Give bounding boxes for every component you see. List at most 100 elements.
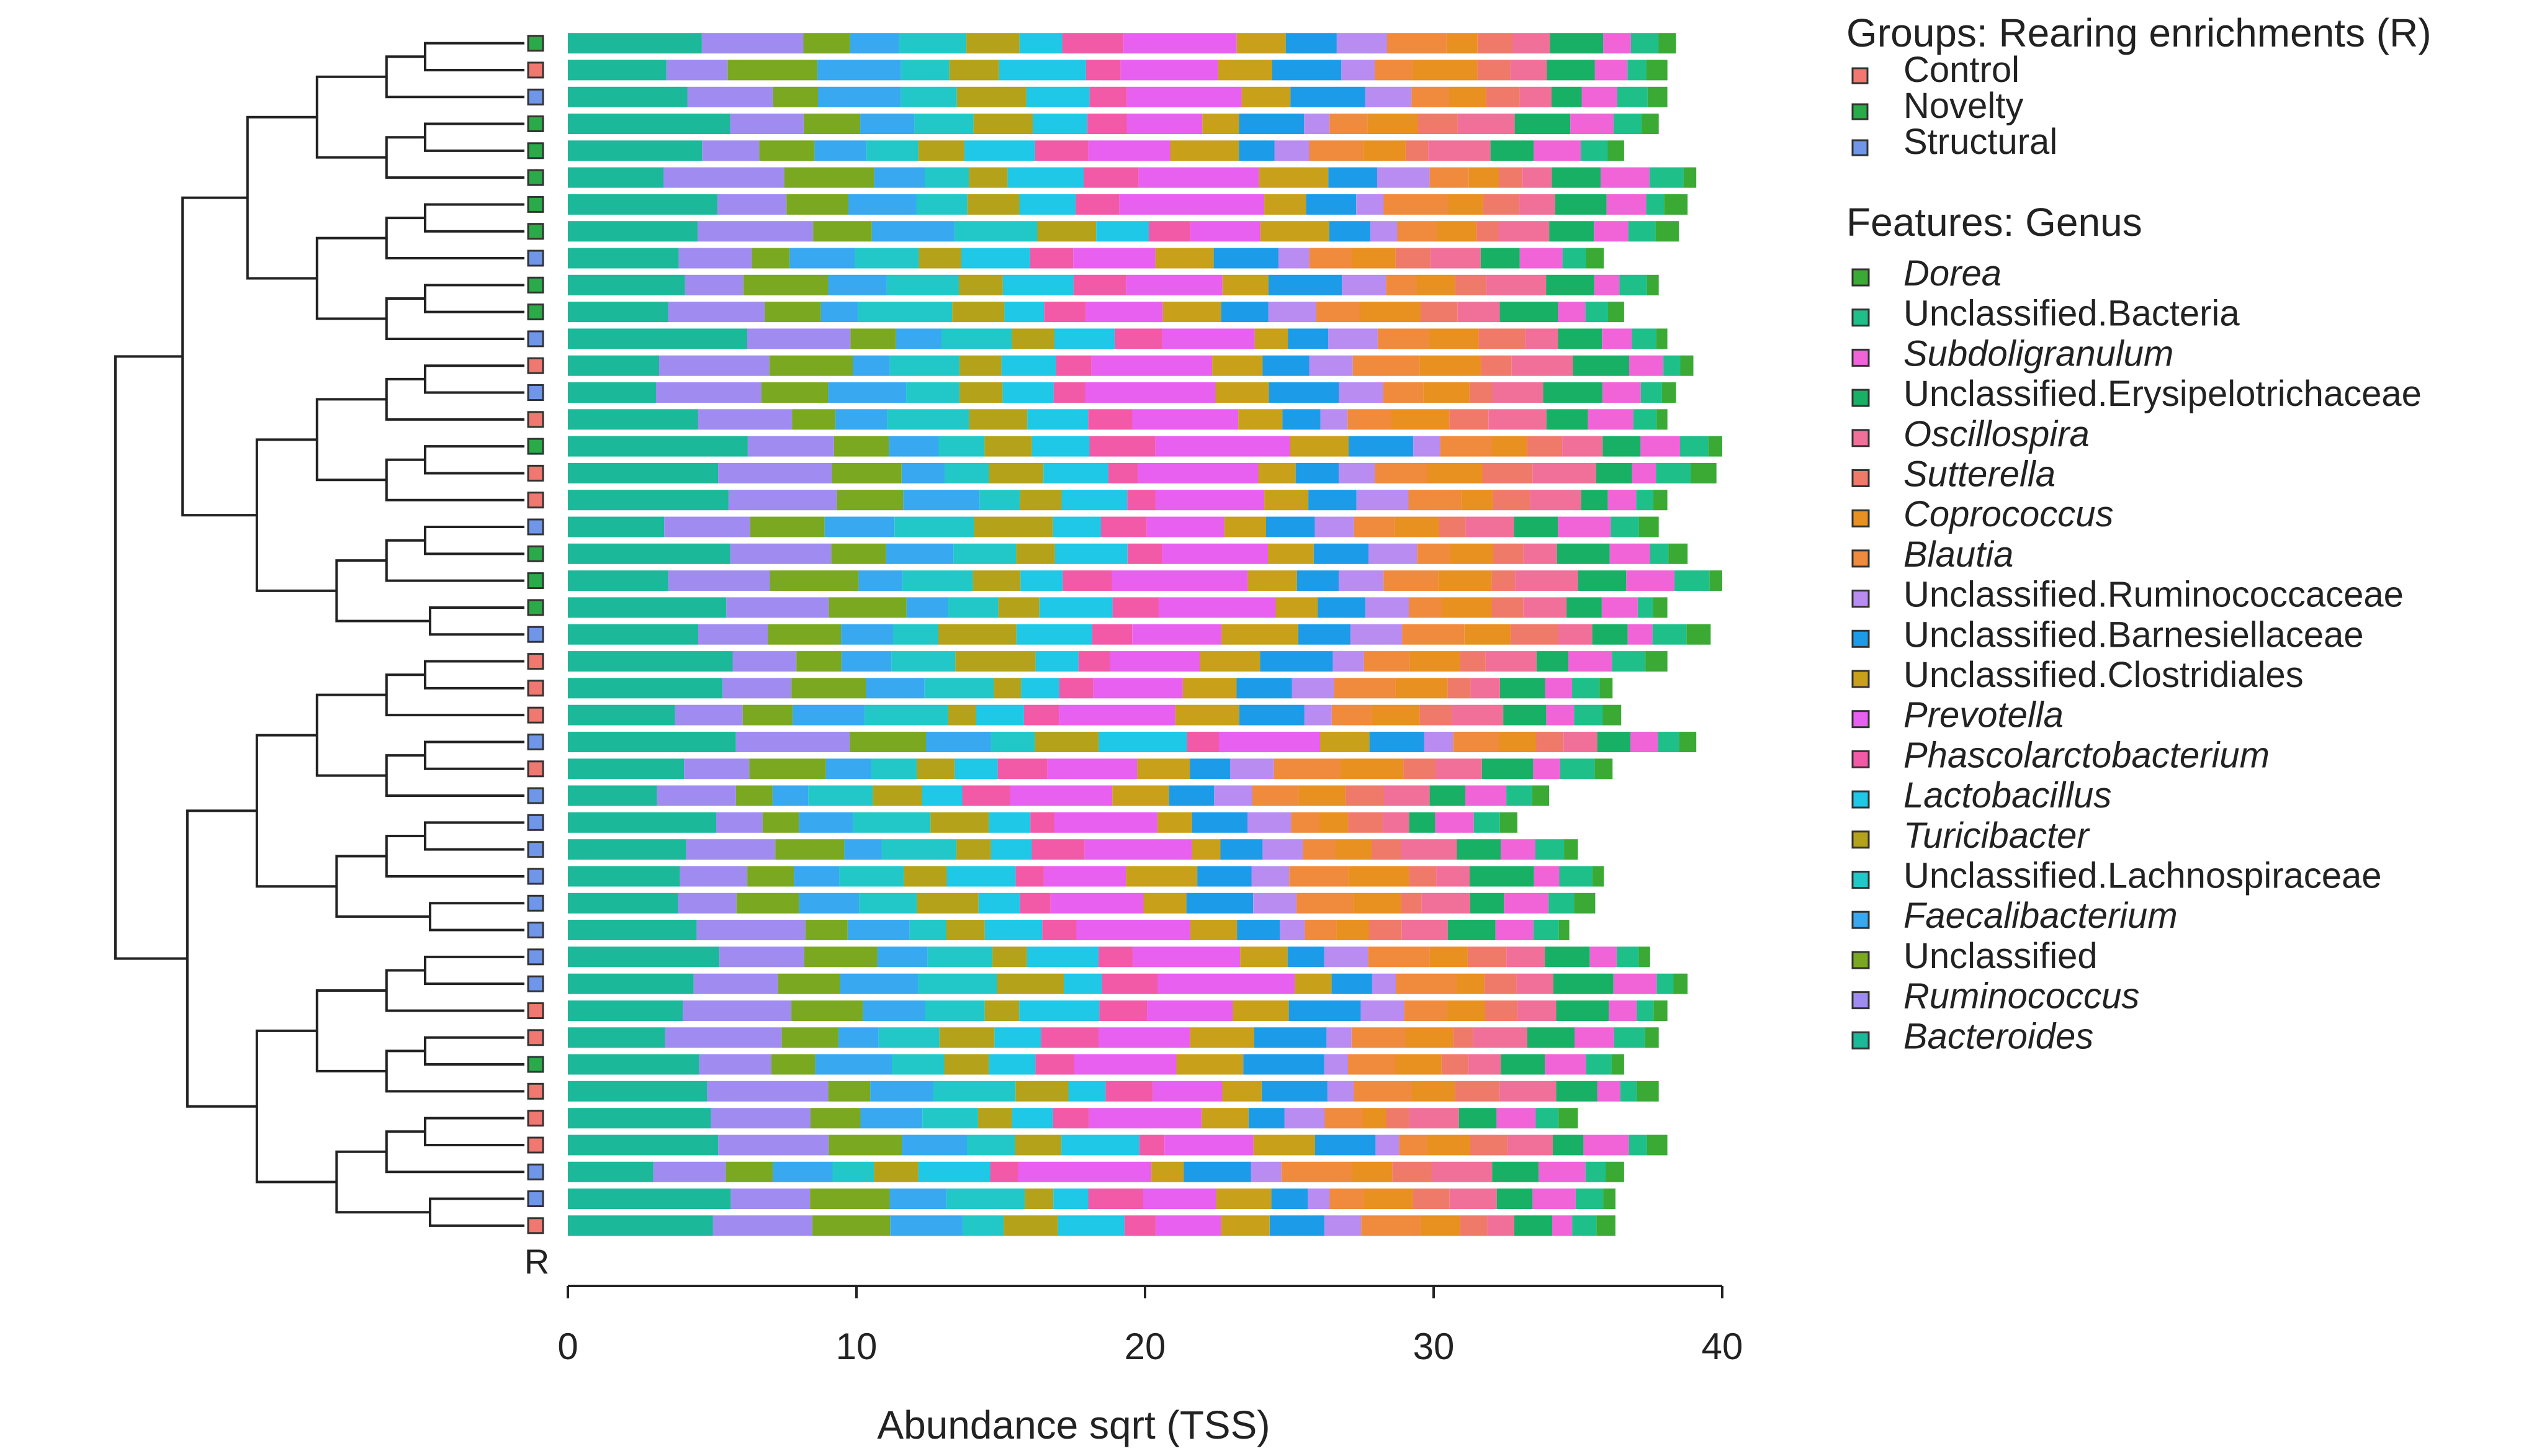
dendrogram <box>114 42 524 1227</box>
bar-segment <box>1402 624 1465 645</box>
bar-segment <box>1127 490 1156 511</box>
bar-segment <box>1313 543 1368 564</box>
bar-segment <box>1352 1161 1393 1182</box>
bar-segment <box>568 60 667 81</box>
bar-segment <box>1439 516 1466 537</box>
bar-segment <box>984 436 1032 457</box>
bar-segment <box>726 597 829 618</box>
bar-segment <box>889 355 960 376</box>
bar-segment <box>1026 86 1090 107</box>
bar-segment <box>1612 651 1645 672</box>
bar-segment <box>1585 1161 1606 1182</box>
bar-segment <box>726 1161 773 1182</box>
dendrogram-branch <box>315 236 387 320</box>
bar-segment <box>1239 704 1305 726</box>
bar-segment <box>956 86 1027 107</box>
bar-segment <box>1020 892 1051 914</box>
bar-segment <box>1493 543 1524 564</box>
bar-segment <box>1709 570 1722 591</box>
group-marker <box>527 384 544 401</box>
bar-segment <box>1630 33 1659 54</box>
bar-segment <box>820 302 858 323</box>
bar-segment <box>1341 60 1375 81</box>
bar-segment <box>1053 382 1085 403</box>
bar-segment <box>1031 436 1090 457</box>
bar-segment <box>976 704 1024 726</box>
bar-segment <box>914 114 974 134</box>
bar-segment <box>1614 1027 1645 1048</box>
bar-segment <box>1289 866 1349 887</box>
x-tick-label: 30 <box>1413 1326 1455 1367</box>
bar-segment <box>991 732 1035 752</box>
bar-segment <box>1510 60 1547 81</box>
bar-segment <box>918 1161 991 1182</box>
bar-segment <box>1101 516 1147 537</box>
bar-segment <box>568 866 680 887</box>
bar-segment <box>1352 248 1396 269</box>
legend-feature-label: Unclassified.Erysipelotrichaceae <box>1903 374 2422 414</box>
dendrogram-branch <box>335 559 430 622</box>
bar-segment <box>1500 678 1545 699</box>
sample-bar <box>568 973 1688 994</box>
bar-segment <box>568 839 686 860</box>
group-marker <box>527 276 544 294</box>
bar-segment <box>1602 704 1622 726</box>
bar-segment <box>1655 221 1679 242</box>
bar-segment <box>1230 758 1274 780</box>
dendrogram-branch <box>429 902 524 932</box>
group-marker <box>527 492 544 509</box>
bar-segment <box>1222 274 1269 295</box>
bar-segment <box>918 140 964 161</box>
bar-segment <box>1457 839 1501 860</box>
bar-segment <box>1453 732 1499 752</box>
bar-segment <box>1353 892 1401 914</box>
bar-segment <box>1280 920 1305 940</box>
bar-segment <box>1620 1081 1637 1102</box>
bar-segment <box>747 866 794 887</box>
bar-segment <box>811 1108 861 1129</box>
sample-bar <box>568 1215 1615 1236</box>
group-track-label: R <box>524 1242 549 1281</box>
bar-segment <box>793 704 865 726</box>
bar-segment <box>1152 1081 1223 1102</box>
bar-segment <box>1458 1108 1497 1129</box>
bar-segment <box>1247 570 1297 591</box>
bar-segment <box>1126 274 1223 295</box>
bar-segment <box>1619 274 1647 295</box>
bar-segment <box>1413 436 1440 457</box>
group-marker <box>527 706 544 724</box>
bar-segment <box>1628 221 1656 242</box>
bar-segment <box>831 543 886 564</box>
bar-segment <box>747 436 834 457</box>
bar-segment <box>1585 302 1608 323</box>
bar-segment <box>568 355 659 376</box>
bar-segment <box>1162 543 1268 564</box>
bar-segment <box>1018 1161 1152 1182</box>
bar-segment <box>871 221 955 242</box>
bar-segment <box>1291 812 1319 833</box>
bar-segment <box>1468 1054 1501 1075</box>
bar-segment <box>707 1081 829 1102</box>
legend-feature-swatch <box>1851 429 1870 447</box>
sample-bar <box>568 462 1717 483</box>
bar-segment <box>814 140 867 161</box>
bar-segment <box>1589 946 1617 968</box>
bar-segment <box>1056 355 1092 376</box>
dendrogram-branch <box>385 377 524 421</box>
bar-segment <box>1503 704 1547 726</box>
bar-segment <box>997 973 1064 994</box>
bar-segment <box>1552 1215 1573 1236</box>
bar-segment <box>989 462 1044 483</box>
bar-segment <box>871 758 917 780</box>
bar-segment <box>1091 355 1213 376</box>
bar-segment <box>1441 1054 1469 1075</box>
bar-segment <box>1044 302 1086 323</box>
bar-segment <box>1274 140 1310 161</box>
bar-segment <box>1362 1108 1386 1129</box>
bar-segment <box>1572 1215 1597 1236</box>
legend-group-swatch <box>1851 67 1869 84</box>
bar-segment <box>1339 570 1384 591</box>
bar-segment <box>1449 1189 1497 1209</box>
bar-segment <box>973 114 1033 134</box>
bar-segment <box>1405 140 1429 161</box>
